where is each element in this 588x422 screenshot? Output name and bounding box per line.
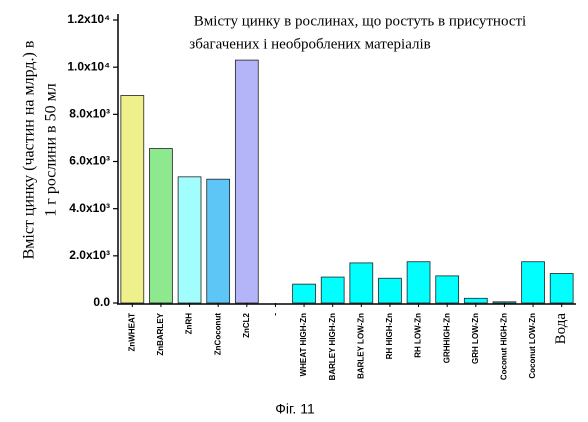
bar xyxy=(177,176,202,304)
x-tick-label: Coconut HIGH-Zn xyxy=(500,313,509,380)
chart-title: Вмісту цинку в рослинах, що ростуть в пр… xyxy=(194,13,526,29)
y-tick-label: 4.0x10³ xyxy=(69,201,110,215)
bar xyxy=(234,59,259,304)
caption: Фіг. 11 xyxy=(275,401,315,417)
x-tick-label: ZnCoconut xyxy=(213,313,222,356)
x-tick-label: Вода xyxy=(553,313,569,345)
bar xyxy=(320,276,345,304)
x-tick-label: ZnCL2 xyxy=(242,312,251,337)
x-tick-label: ZnRH xyxy=(185,313,194,335)
x-tick-label: BARLEY HIGH-Zn xyxy=(328,313,337,381)
x-tick-label: ZnWHEAT xyxy=(127,313,136,352)
y-tick-label: 1.2x10⁴ xyxy=(67,12,110,26)
x-tick-label: Coconut LOW-Zn xyxy=(528,313,537,379)
x-tick-label: - xyxy=(271,313,280,316)
y-tick-label: 6.0x10³ xyxy=(69,154,110,168)
y-axis-label: 1 г рослини в 50 мл xyxy=(43,83,60,216)
x-tick-label: ZnBARLEY xyxy=(156,312,165,355)
bar xyxy=(349,262,374,304)
y-tick-label: 8.0x10³ xyxy=(69,107,110,121)
bar xyxy=(435,275,460,304)
y-tick-label: 2.0x10³ xyxy=(69,248,110,262)
bar xyxy=(492,301,517,304)
bar xyxy=(521,261,545,304)
y-axis-label: Вміст цинку (частин на млрд.) в xyxy=(21,40,38,259)
bar xyxy=(149,148,173,304)
x-tick-label: RH HIGH-Zn xyxy=(385,313,394,359)
x-tick-label: GRH LOW-Zn xyxy=(471,313,480,364)
x-tick-label: RH LOW-Zn xyxy=(414,313,423,358)
x-tick-label: GRHHIGH-Zn xyxy=(442,313,451,363)
x-tick-label: WHEAT HIGH-Zn xyxy=(299,313,308,377)
bar xyxy=(120,95,145,304)
y-tick-label: 1.0x10⁴ xyxy=(67,59,110,73)
bar xyxy=(292,283,316,304)
y-tick-label: 0.0 xyxy=(93,295,110,309)
bar xyxy=(378,277,402,304)
bar xyxy=(549,273,574,304)
bar xyxy=(406,261,431,304)
chart-title: збагачених і необроблених матеріалів xyxy=(189,36,430,52)
bar xyxy=(463,297,488,304)
bar xyxy=(206,178,231,304)
x-tick-label: BARLEY LOW-Zn xyxy=(356,313,365,379)
